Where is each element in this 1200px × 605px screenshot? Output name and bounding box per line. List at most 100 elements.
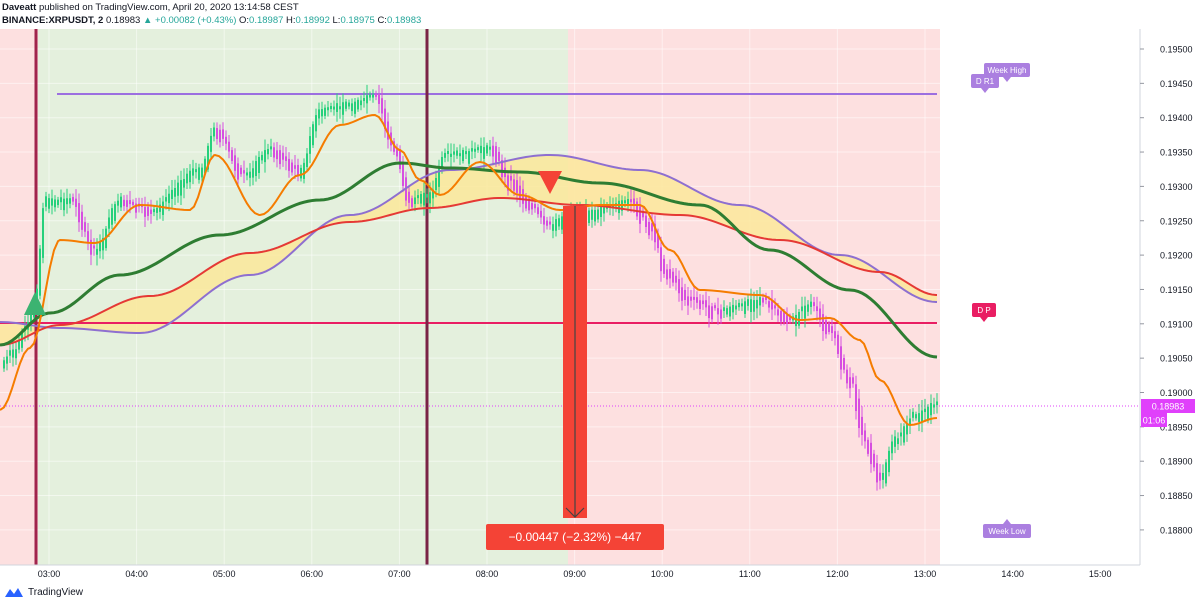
candle-body: [720, 309, 722, 319]
candle-body: [459, 153, 461, 157]
week-low-tag[interactable]: Week Low: [983, 519, 1031, 538]
price-tick-label: 0.19200: [1160, 251, 1193, 261]
candle-body: [468, 151, 470, 164]
candle-body: [495, 146, 497, 163]
candle-body: [807, 304, 809, 312]
candle-body: [645, 215, 647, 227]
candle-body: [408, 191, 410, 203]
time-tick-label: 06:00: [301, 569, 324, 579]
candle-body: [888, 450, 890, 473]
candle-body: [771, 300, 773, 310]
time-tick-label: 05:00: [213, 569, 236, 579]
candle-body: [666, 269, 668, 280]
candle-body: [144, 206, 146, 217]
candle-body: [486, 145, 488, 154]
candle-body: [534, 204, 536, 209]
candle-body: [930, 403, 932, 416]
candle-body: [258, 156, 260, 173]
candle-body: [774, 305, 776, 309]
candle-body: [45, 196, 47, 207]
candle-body: [663, 258, 665, 274]
candle-body: [762, 297, 764, 303]
candle-body: [69, 198, 71, 204]
candle-body: [738, 302, 740, 308]
candle-body: [795, 314, 797, 327]
candle-body: [306, 153, 308, 167]
candle-body: [735, 305, 737, 310]
candle-body: [747, 299, 749, 306]
candle-body: [48, 198, 50, 209]
candle-body: [411, 198, 413, 208]
candle-body: [597, 209, 599, 220]
candle-body: [765, 296, 767, 300]
time-tick-label: 08:00: [476, 569, 499, 579]
candle-body: [288, 158, 290, 171]
candle-body: [519, 185, 521, 199]
candle-body: [183, 178, 185, 188]
candle-body: [507, 175, 509, 191]
candle-body: [135, 203, 137, 213]
candle-body: [87, 231, 89, 242]
price-tick-label: 0.19000: [1160, 388, 1193, 398]
candle-body: [777, 309, 779, 316]
candle-body: [198, 167, 200, 180]
green-zone: [38, 29, 568, 565]
candle-body: [279, 150, 281, 165]
candle-body: [93, 245, 95, 249]
candle-body: [744, 301, 746, 314]
candle-body: [480, 145, 482, 154]
candle-body: [156, 207, 158, 213]
ema-fast-line: [0, 113, 938, 427]
candle-body: [522, 189, 524, 204]
candle-body: [303, 162, 305, 179]
symbol-name[interactable]: BINANCE:XRPUSDT, 2: [2, 15, 104, 26]
candle-body: [456, 150, 458, 156]
candle-body: [510, 175, 512, 181]
candle-body: [591, 209, 593, 220]
candle-body: [165, 197, 167, 202]
candle-body: [471, 148, 473, 152]
candle-body: [372, 94, 374, 98]
candle-body: [117, 200, 119, 206]
candle-body: [834, 331, 836, 339]
price-tick-label: 0.19300: [1160, 182, 1193, 192]
candle-body: [819, 308, 821, 320]
candle-body: [42, 208, 44, 258]
candle-body: [441, 157, 443, 169]
candle-body: [432, 189, 434, 199]
candle-body: [9, 350, 11, 356]
countdown-label: 01:06: [1143, 416, 1166, 426]
dp-tag[interactable]: D P: [972, 303, 996, 322]
candle-body: [201, 167, 203, 178]
candle-body: [81, 211, 83, 230]
price-axis[interactable]: 0.19500 0.19450 0.19400 0.19350 0.19300 0.192…: [1140, 45, 1193, 536]
footer[interactable]: TradingView: [4, 586, 83, 598]
last-price: 0.18983: [106, 15, 141, 26]
candle-body: [330, 106, 332, 110]
measure-label: −0.00447 (−2.32%) −447: [508, 530, 641, 544]
candle-body: [3, 360, 5, 369]
candle-body: [78, 203, 80, 223]
candle-body: [162, 201, 164, 215]
price-tick-label: 0.19350: [1160, 148, 1193, 158]
week-high-tag[interactable]: Week High: [984, 63, 1030, 82]
candle-body: [876, 463, 878, 483]
candle-body: [246, 172, 248, 176]
price-change: ▲ +0.00082 (+0.43%): [142, 15, 237, 26]
candle-body: [837, 334, 839, 354]
candle-body: [213, 127, 215, 137]
candle-body: [111, 208, 113, 225]
dr1-tag[interactable]: D R1: [971, 74, 999, 93]
ema-ribbon-fill: [0, 155, 937, 345]
sell-signal-icon[interactable]: [538, 171, 562, 194]
candle-body: [642, 210, 644, 218]
candle-body: [921, 410, 923, 422]
candle-body: [630, 199, 632, 203]
author-name[interactable]: Daveatt: [2, 2, 37, 13]
time-axis[interactable]: 03:00 04:00 05:00 06:00 07:00 08:00 09:00 10:00…: [38, 569, 1112, 579]
time-tick-label: 11:00: [739, 569, 761, 579]
time-tick-label: 13:00: [914, 569, 937, 579]
candle-body: [387, 121, 389, 140]
buy-signal-icon[interactable]: [24, 292, 46, 315]
